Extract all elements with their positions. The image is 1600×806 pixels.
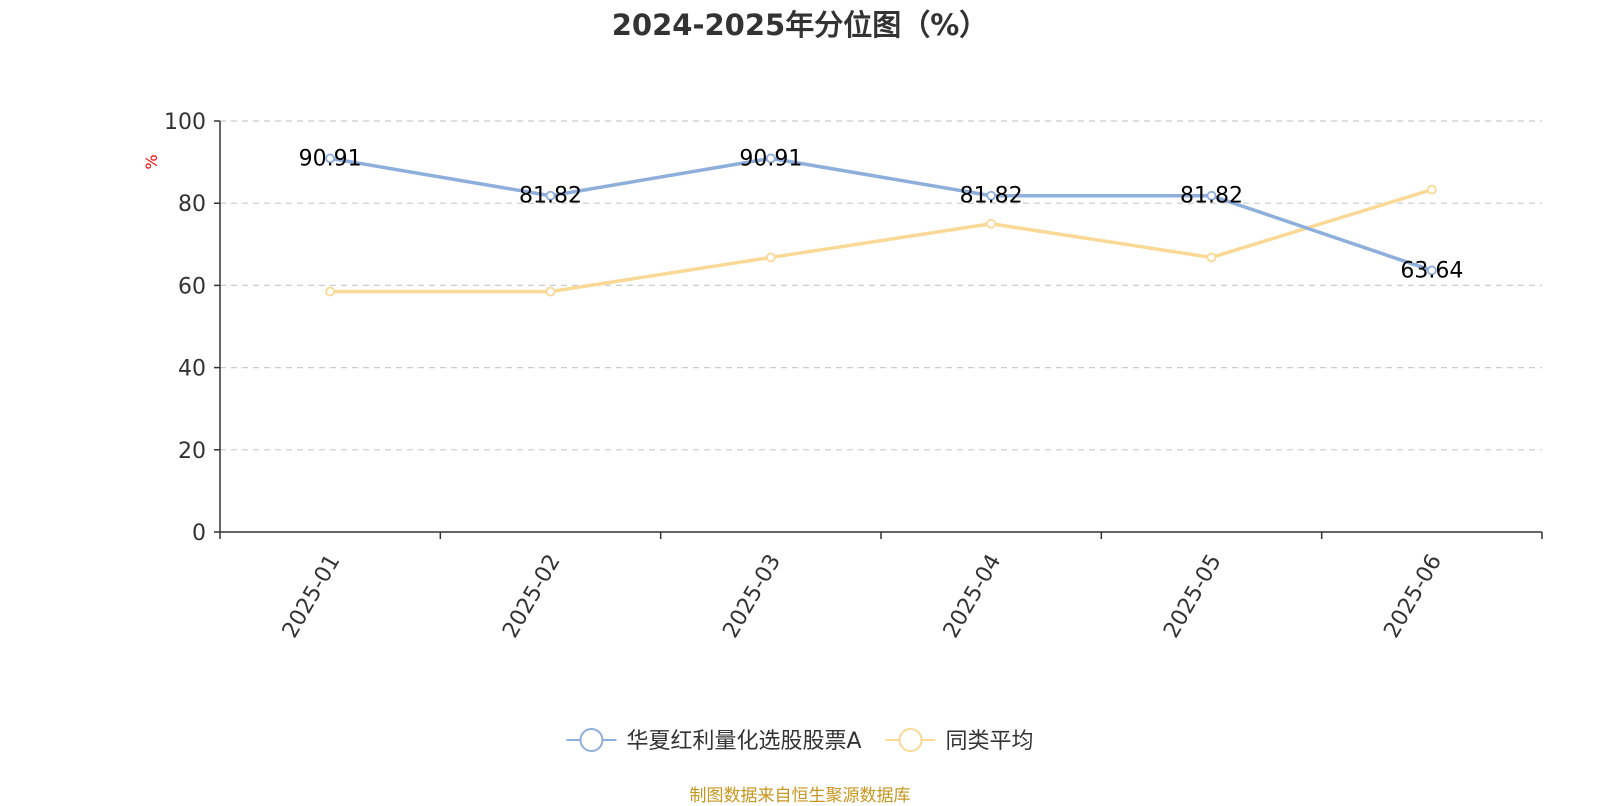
data-source-note: 制图数据来自恒生聚源数据库: [689, 786, 911, 806]
legend: 华夏红利量化选股股票A 同类平均: [566, 728, 1034, 754]
x-tick-label: 2025-01: [278, 550, 346, 642]
data-labels: 90.91 81.82 90.91 81.82 81.82 63.64: [299, 146, 1464, 283]
series-1-point: [545, 190, 556, 201]
chart-title: 2024-2025年分位图（%）: [611, 8, 989, 42]
series-lines: [329, 156, 1433, 294]
legend-label-1: 华夏红利量化选股股票A: [626, 729, 861, 754]
x-tick-label: 2025-02: [498, 550, 566, 642]
series-line-1: [329, 156, 1433, 273]
series-2-point: [1426, 184, 1437, 195]
x-tick-label: 2025-03: [718, 550, 786, 642]
data-label: 81.82: [1180, 184, 1243, 209]
legend-marker-2: [898, 728, 923, 752]
series-1-point: [325, 153, 336, 164]
series-points: [325, 153, 1437, 297]
series-1-point: [1206, 190, 1217, 201]
x-tick-label: 2025-05: [1159, 550, 1227, 642]
y-tick-label: 20: [178, 439, 206, 464]
y-tick-label: 80: [178, 192, 206, 217]
legend-label-2: 同类平均: [946, 729, 1034, 754]
x-tick-label: 2025-04: [939, 550, 1007, 642]
y-tick-label: 100: [164, 110, 206, 135]
y-tick-label: 40: [178, 357, 206, 382]
x-tick-label: 2025-06: [1379, 550, 1447, 642]
y-tick-label: 60: [178, 274, 206, 299]
series-2-point: [765, 252, 776, 263]
x-axis-ticks: 2025-01 2025-02 2025-03 2025-04 2025-05 2025-…: [219, 532, 1543, 642]
series-1-point: [1426, 265, 1437, 276]
series-2-point: [1206, 252, 1217, 263]
data-label: 90.91: [739, 146, 802, 171]
axes: [219, 121, 1542, 533]
grid-lines: [220, 120, 1542, 451]
data-label: 90.91: [299, 146, 362, 171]
series-2-point: [986, 218, 997, 229]
series-line-2: [330, 187, 1433, 294]
data-label: 81.82: [519, 184, 582, 209]
data-label: 81.82: [960, 184, 1023, 209]
y-tick-label: 0: [192, 521, 206, 546]
series-1-point: [765, 153, 776, 164]
y-axis-ticks: 0 20 40 60 80 100: [164, 110, 220, 546]
y-axis-unit-label: %: [142, 154, 161, 169]
series-2-point: [325, 286, 336, 297]
series-2-point: [545, 286, 556, 297]
data-label: 63.64: [1400, 258, 1463, 283]
legend-marker-1: [579, 728, 604, 752]
series-1-point: [986, 190, 997, 201]
